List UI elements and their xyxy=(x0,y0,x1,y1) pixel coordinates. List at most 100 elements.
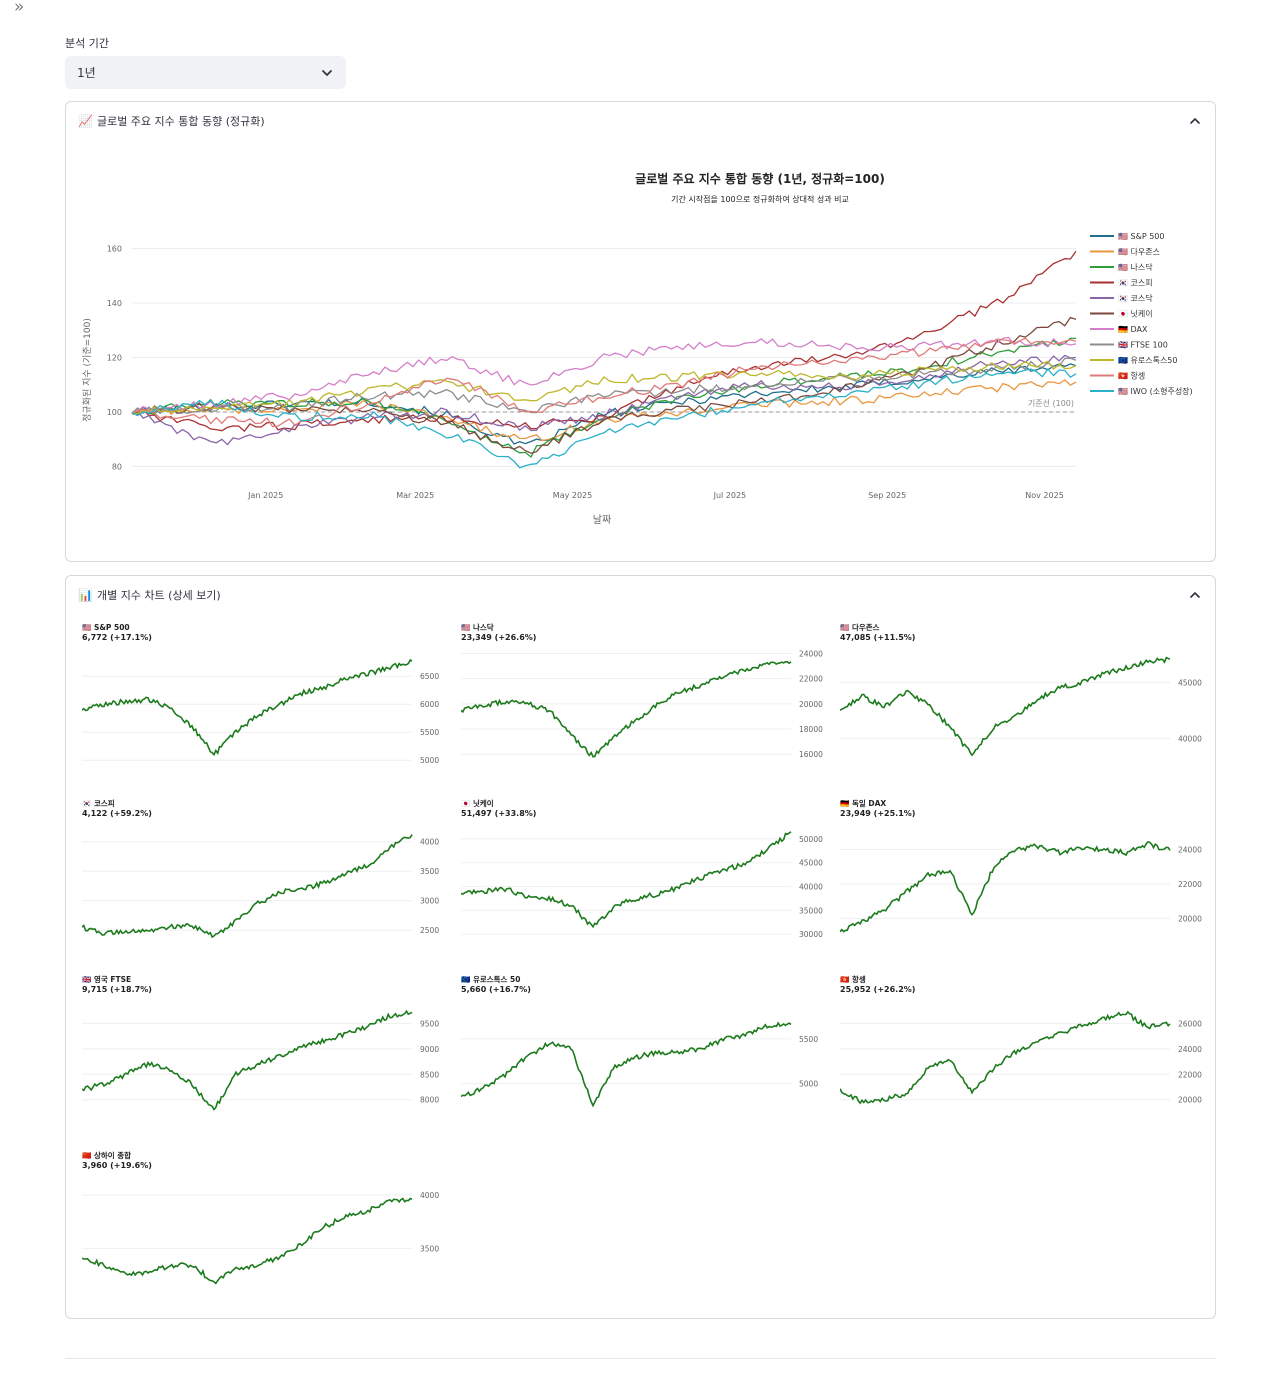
mini-chart-value: 4,122 (+59.2%) xyxy=(82,809,152,818)
mini-y-tick-label: 26000 xyxy=(1178,1019,1202,1028)
mini-chart-line xyxy=(81,834,413,939)
sidebar-expand-button[interactable]: » xyxy=(14,0,25,17)
mini-chart-line xyxy=(839,1010,1171,1105)
mini-chart-line xyxy=(460,661,792,758)
period-select-value: 1년 xyxy=(77,66,96,80)
mini-y-tick-label: 20000 xyxy=(799,700,823,709)
individual-charts-expander-header[interactable]: 📊 개별 지수 차트 (상세 보기) xyxy=(66,576,1215,614)
x-tick-label: Jul 2025 xyxy=(713,491,747,500)
chart-subtitle: 기간 시작점을 100으로 정규화하여 상대적 성과 비교 xyxy=(671,194,849,204)
x-tick-label: Jan 2025 xyxy=(247,491,283,500)
mini-chart-card: 🇰🇷 코스피 4,122 (+59.2%) 2500 3000 3500 4000 xyxy=(81,797,452,947)
y-tick-label: 120 xyxy=(107,354,122,363)
mini-y-tick-label: 45000 xyxy=(1178,678,1202,687)
mini-y-tick-label: 6500 xyxy=(420,672,439,681)
combined-chart-expander-header[interactable]: 📈 글로벌 주요 지수 통합 동향 (정규화) xyxy=(66,102,1215,140)
mini-y-tick-label: 50000 xyxy=(799,835,823,844)
mini-chart-label: 🇩🇪 독일 DAX xyxy=(840,798,886,808)
mini-chart-line xyxy=(839,656,1171,757)
mini-chart-card: 🇺🇸 나스닥 23,349 (+26.6%) 16000 18000 20000 2200… xyxy=(460,621,831,771)
individual-charts-expander: 📊 개별 지수 차트 (상세 보기) 🇺🇸 S&P 500 6,772 (+17.… xyxy=(65,575,1216,1319)
mini-chart-line xyxy=(81,659,413,757)
chevron-up-icon[interactable] xyxy=(1187,587,1203,603)
mini-y-tick-label: 40000 xyxy=(799,883,823,892)
mini-chart-label: 🇬🇧 영국 FTSE xyxy=(82,974,131,984)
mini-y-tick-label: 3500 xyxy=(420,1244,439,1253)
series-line-iwo xyxy=(131,368,1077,469)
mini-y-tick-label: 24000 xyxy=(1178,1045,1202,1054)
individual-charts-expander-title: 개별 지수 차트 (상세 보기) xyxy=(96,589,221,602)
mini-chart-label: 🇪🇺 유로스톡스 50 xyxy=(461,974,521,984)
legend-entry-kospi[interactable]: 🇰🇷 코스피 xyxy=(1118,279,1153,288)
mini-y-tick-label: 8000 xyxy=(420,1096,439,1105)
legend-entry-hangseng[interactable]: 🇭🇰 항셍 xyxy=(1118,372,1145,381)
mini-y-tick-label: 4000 xyxy=(420,1191,439,1200)
x-axis-label: 날짜 xyxy=(593,514,611,526)
legend-entry-ftse[interactable]: 🇬🇧 FTSE 100 xyxy=(1118,341,1168,350)
mini-chart-label: 🇺🇸 나스닥 xyxy=(461,622,494,632)
legend-entry-kosdaq[interactable]: 🇰🇷 코스닥 xyxy=(1118,293,1153,303)
mini-chart-label: 🇯🇵 닛케이 xyxy=(461,798,494,808)
mini-chart-value: 25,952 (+26.2%) xyxy=(840,985,915,994)
mini-y-tick-label: 9000 xyxy=(420,1045,439,1054)
mini-chart-card: 🇺🇸 S&P 500 6,772 (+17.1%) 5000 5500 6000 6500 xyxy=(81,621,452,771)
chevron-down-icon xyxy=(322,69,332,76)
x-tick-label: Sep 2025 xyxy=(868,491,906,500)
mini-chart-card: 🇺🇸 다우존스 47,085 (+11.5%) 40000 45000 xyxy=(839,621,1210,771)
mini-y-tick-label: 5500 xyxy=(420,728,439,737)
legend-entry-iwo[interactable]: 🇺🇸 IWO (소형주성장) xyxy=(1118,386,1193,396)
series-line-euro xyxy=(131,360,1077,415)
mini-chart-line xyxy=(460,1021,792,1108)
mini-chart-label: 🇭🇰 항셍 xyxy=(840,974,866,984)
mini-chart-card: 🇪🇺 유로스톡스 50 5,660 (+16.7%) 5000 5500 xyxy=(460,973,831,1123)
mini-chart-card: 🇨🇳 상하이 종합 3,960 (+19.6%) 3500 4000 xyxy=(81,1149,452,1299)
series-line-dow xyxy=(131,379,1077,442)
mini-chart-label: 🇺🇸 S&P 500 xyxy=(82,623,130,632)
mini-chart-value: 9,715 (+18.7%) xyxy=(82,985,152,994)
series-line-nikkei xyxy=(131,316,1077,454)
mini-chart-value: 47,085 (+11.5%) xyxy=(840,633,915,642)
mini-chart-line xyxy=(460,831,792,929)
mini-y-tick-label: 20000 xyxy=(1178,1096,1202,1105)
mini-y-tick-label: 4000 xyxy=(420,838,439,847)
mini-y-tick-label: 8500 xyxy=(420,1070,439,1079)
mini-chart-value: 51,497 (+33.8%) xyxy=(461,809,536,818)
y-axis-label: 정규화된 지수 (기준=100) xyxy=(81,318,93,422)
mini-y-tick-label: 6000 xyxy=(420,700,439,709)
legend-entry-dax[interactable]: 🇩🇪 DAX xyxy=(1118,325,1148,334)
mini-y-tick-label: 22000 xyxy=(799,675,823,684)
period-select[interactable]: 1년 xyxy=(65,56,346,89)
mini-y-tick-label: 18000 xyxy=(799,725,823,734)
x-tick-label: Mar 2025 xyxy=(396,491,434,500)
chevron-up-icon[interactable] xyxy=(1187,113,1203,129)
combined-chart-expander: 📈 글로벌 주요 지수 통합 동향 (정규화) 글로벌 주요 지수 통합 동향 … xyxy=(65,101,1216,562)
mini-chart-label: 🇺🇸 다우존스 xyxy=(840,622,880,632)
series-line-ftse xyxy=(131,357,1077,415)
mini-chart-line xyxy=(81,1009,413,1111)
y-tick-label: 80 xyxy=(112,462,122,471)
mini-chart: 🇪🇺 유로스톡스 505,660 (+16.7%) 5000 5500 xyxy=(460,974,818,1108)
mini-y-tick-label: 35000 xyxy=(799,906,823,915)
mini-y-tick-label: 45000 xyxy=(799,859,823,868)
series-line-kospi xyxy=(131,250,1077,433)
mini-chart-card: 🇯🇵 닛케이 51,497 (+33.8%) 30000 35000 40000 4500… xyxy=(460,797,831,947)
legend-entry-nasdaq[interactable]: 🇺🇸 나스닥 xyxy=(1118,262,1153,272)
series-line-kosdaq xyxy=(131,354,1077,446)
combined-chart-expander-title: 글로벌 주요 지수 통합 동향 (정규화) xyxy=(96,115,265,128)
mini-chart-label: 🇰🇷 코스피 xyxy=(82,798,115,808)
legend-entry-euro[interactable]: 🇪🇺 유로스톡스50 xyxy=(1118,356,1177,365)
mini-chart-value: 23,949 (+25.1%) xyxy=(840,809,915,818)
mini-y-tick-label: 3000 xyxy=(420,897,439,906)
mini-y-tick-label: 30000 xyxy=(799,930,823,939)
legend-entry-sp500[interactable]: 🇺🇸 S&P 500 xyxy=(1118,232,1164,241)
mini-y-tick-label: 5500 xyxy=(799,1035,818,1044)
mini-chart-value: 23,349 (+26.6%) xyxy=(461,633,536,642)
legend-entry-nikkei[interactable]: 🇯🇵 닛케이 xyxy=(1118,309,1153,319)
legend-entry-dow[interactable]: 🇺🇸 다우존스 xyxy=(1118,248,1160,257)
